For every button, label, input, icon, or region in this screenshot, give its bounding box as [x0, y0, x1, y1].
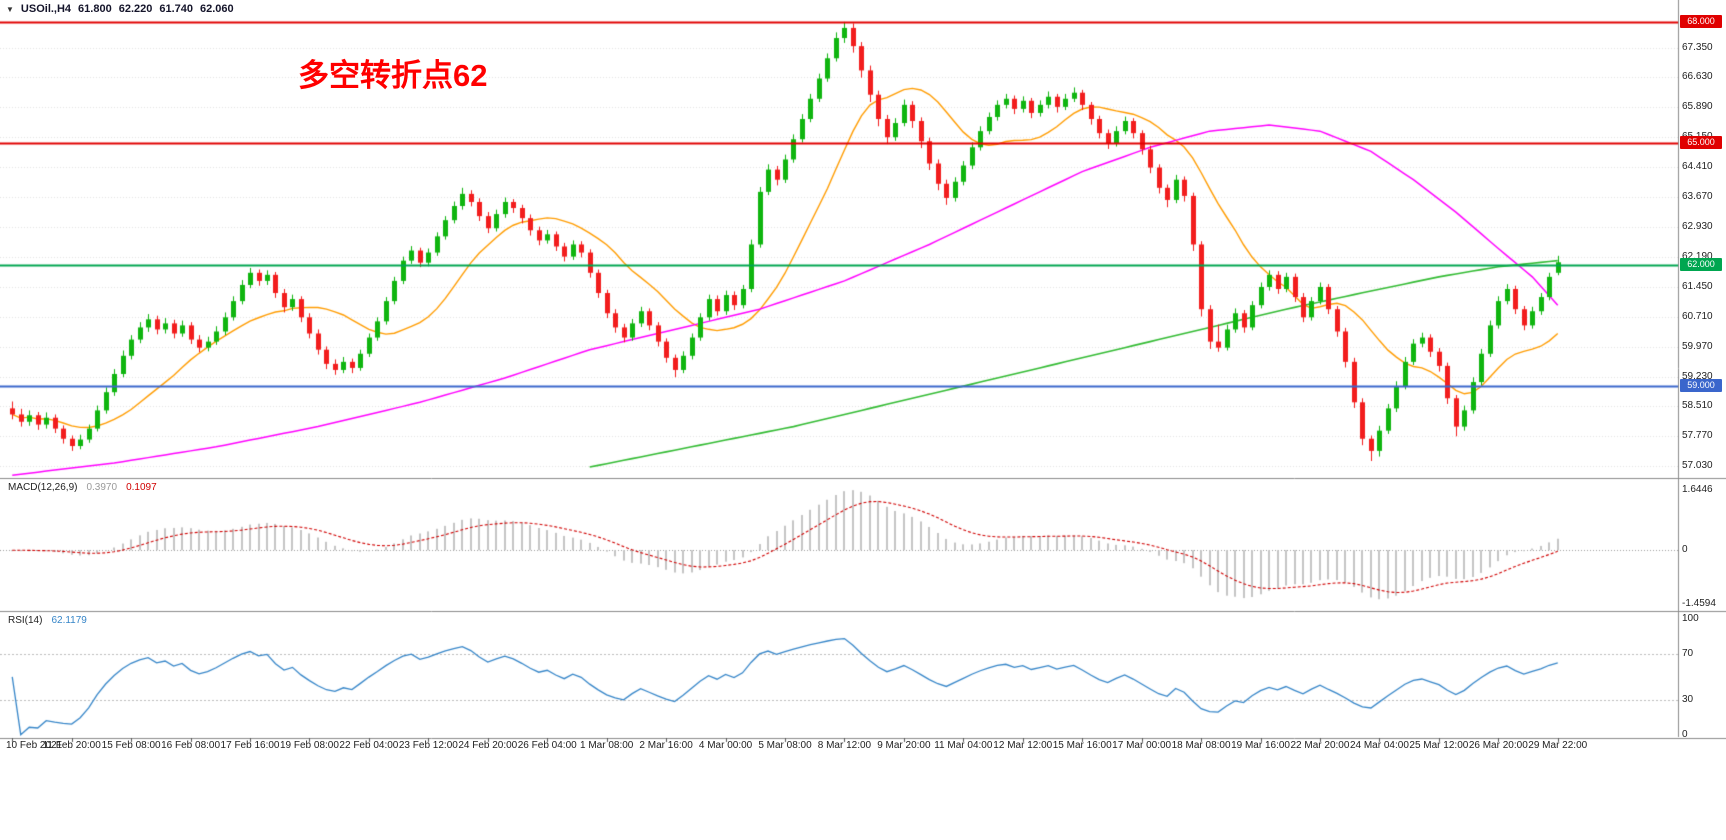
symbol-label: USOil.,H4: [20, 3, 72, 15]
quote-high: 62.220: [118, 3, 153, 15]
time-tick-label: 19 Mar 16:00: [1231, 740, 1290, 751]
macd-indicator-label: MACD(12,26,9) 0.3970 0.1097: [8, 482, 157, 493]
price-tick-label: 62.930: [1682, 221, 1713, 233]
quote-bar: ▼ USOil.,H4 61.800 62.220 61.740 62.060: [6, 3, 234, 15]
macd-tick-label: 1.6446: [1682, 483, 1713, 495]
price-tick-label: 65.890: [1682, 101, 1713, 113]
price-tick-label: 57.030: [1682, 459, 1713, 471]
time-tick-label: 18 Mar 08:00: [1171, 740, 1231, 751]
rsi-tick-label: 100: [1682, 613, 1699, 625]
price-tick-label: 59.230: [1682, 370, 1713, 382]
price-tick-label: 59.970: [1682, 340, 1713, 352]
quote-close: 62.060: [200, 3, 234, 15]
time-tick-label: 23 Feb 12:00: [398, 740, 458, 751]
price-tick-label: 60.710: [1682, 310, 1713, 322]
time-tick-label: 22 Feb 04:00: [339, 740, 399, 751]
time-tick-label: 15 Feb 08:00: [101, 740, 161, 751]
quote-open: 61.800: [78, 3, 112, 15]
macd-title: MACD(12,26,9): [8, 482, 78, 493]
quote-low: 61.740: [159, 3, 194, 15]
time-tick-label: 26 Mar 20:00: [1468, 740, 1528, 751]
rsi-tick-label: 70: [1682, 647, 1694, 659]
rsi-tick-label: 0: [1682, 728, 1688, 740]
rsi-value: 62.1179: [51, 615, 87, 626]
hline-price-badge[interactable]: 62.000: [1680, 257, 1722, 271]
time-tick-label: 19 Feb 08:00: [279, 740, 339, 751]
price-tick-label: 66.630: [1682, 71, 1713, 83]
time-tick-label: 11 Mar 04:00: [934, 740, 993, 751]
price-axis[interactable]: 67.35066.63065.89065.15064.41063.67062.9…: [1680, 0, 1726, 760]
hline-price-badge[interactable]: 59.000: [1680, 379, 1722, 393]
macd-tick-label: 0: [1682, 544, 1688, 556]
time-tick-label: 16 Feb 08:00: [161, 740, 221, 751]
price-tick-label: 58.510: [1682, 399, 1713, 411]
time-tick-label: 4 Mar 00:00: [698, 740, 753, 751]
time-tick-label: 22 Mar 20:00: [1290, 740, 1350, 751]
price-tick-label: 64.410: [1682, 161, 1713, 173]
time-tick-label: 15 Mar 16:00: [1052, 740, 1112, 751]
time-tick-label: 24 Feb 20:00: [458, 740, 518, 751]
time-tick-label: 8 Mar 12:00: [817, 740, 872, 751]
price-tick-label: 67.350: [1682, 42, 1713, 54]
time-tick-label: 1 Mar 08:00: [579, 740, 634, 751]
time-tick-label: 12 Mar 12:00: [993, 740, 1053, 751]
macd-signal-value: 0.1097: [126, 482, 157, 493]
symbol-dropdown-icon[interactable]: ▼: [6, 4, 14, 14]
rsi-tick-label: 30: [1682, 694, 1694, 705]
macd-main-value: 0.3970: [86, 482, 118, 493]
time-tick-label: 29 Mar 22:00: [1528, 740, 1588, 751]
time-tick-label: 26 Feb 04:00: [517, 740, 577, 751]
time-tick-label: 9 Mar 20:00: [877, 740, 931, 751]
time-tick-label: 17 Feb 16:00: [220, 740, 280, 751]
time-tick-label: 25 Mar 12:00: [1409, 740, 1469, 751]
price-tick-label: 57.770: [1682, 429, 1713, 441]
price-tick-label: 63.670: [1682, 191, 1713, 203]
time-tick-label: 11 Feb 20:00: [42, 740, 101, 751]
price-tick-label: 61.450: [1682, 280, 1713, 292]
time-axis[interactable]: 10 Feb 2021 11 Feb 20:00 15 Feb 08:00 16 Fe…: [0, 740, 1726, 756]
macd-tick-label: -1.4594: [1682, 597, 1716, 609]
time-tick-label: 10 Feb 2021: [6, 740, 63, 751]
time-tick-label: 17 Mar 00:00: [1112, 740, 1172, 751]
price-tick-label: 62.190: [1682, 251, 1713, 262]
hline-price-badge[interactable]: 65.000: [1680, 136, 1722, 150]
time-tick-label: 24 Mar 04:00: [1349, 740, 1409, 751]
chart-canvas[interactable]: [0, 0, 1726, 760]
time-tick-label: 2 Mar 16:00: [639, 740, 693, 751]
hline-price-badge[interactable]: 68.000: [1680, 14, 1722, 28]
rsi-indicator-label: RSI(14) 62.1179: [8, 615, 87, 626]
time-tick-label: 5 Mar 08:00: [758, 740, 812, 751]
chart-annotation-text[interactable]: 多空转折点62: [298, 58, 488, 93]
rsi-title: RSI(14): [8, 615, 43, 626]
